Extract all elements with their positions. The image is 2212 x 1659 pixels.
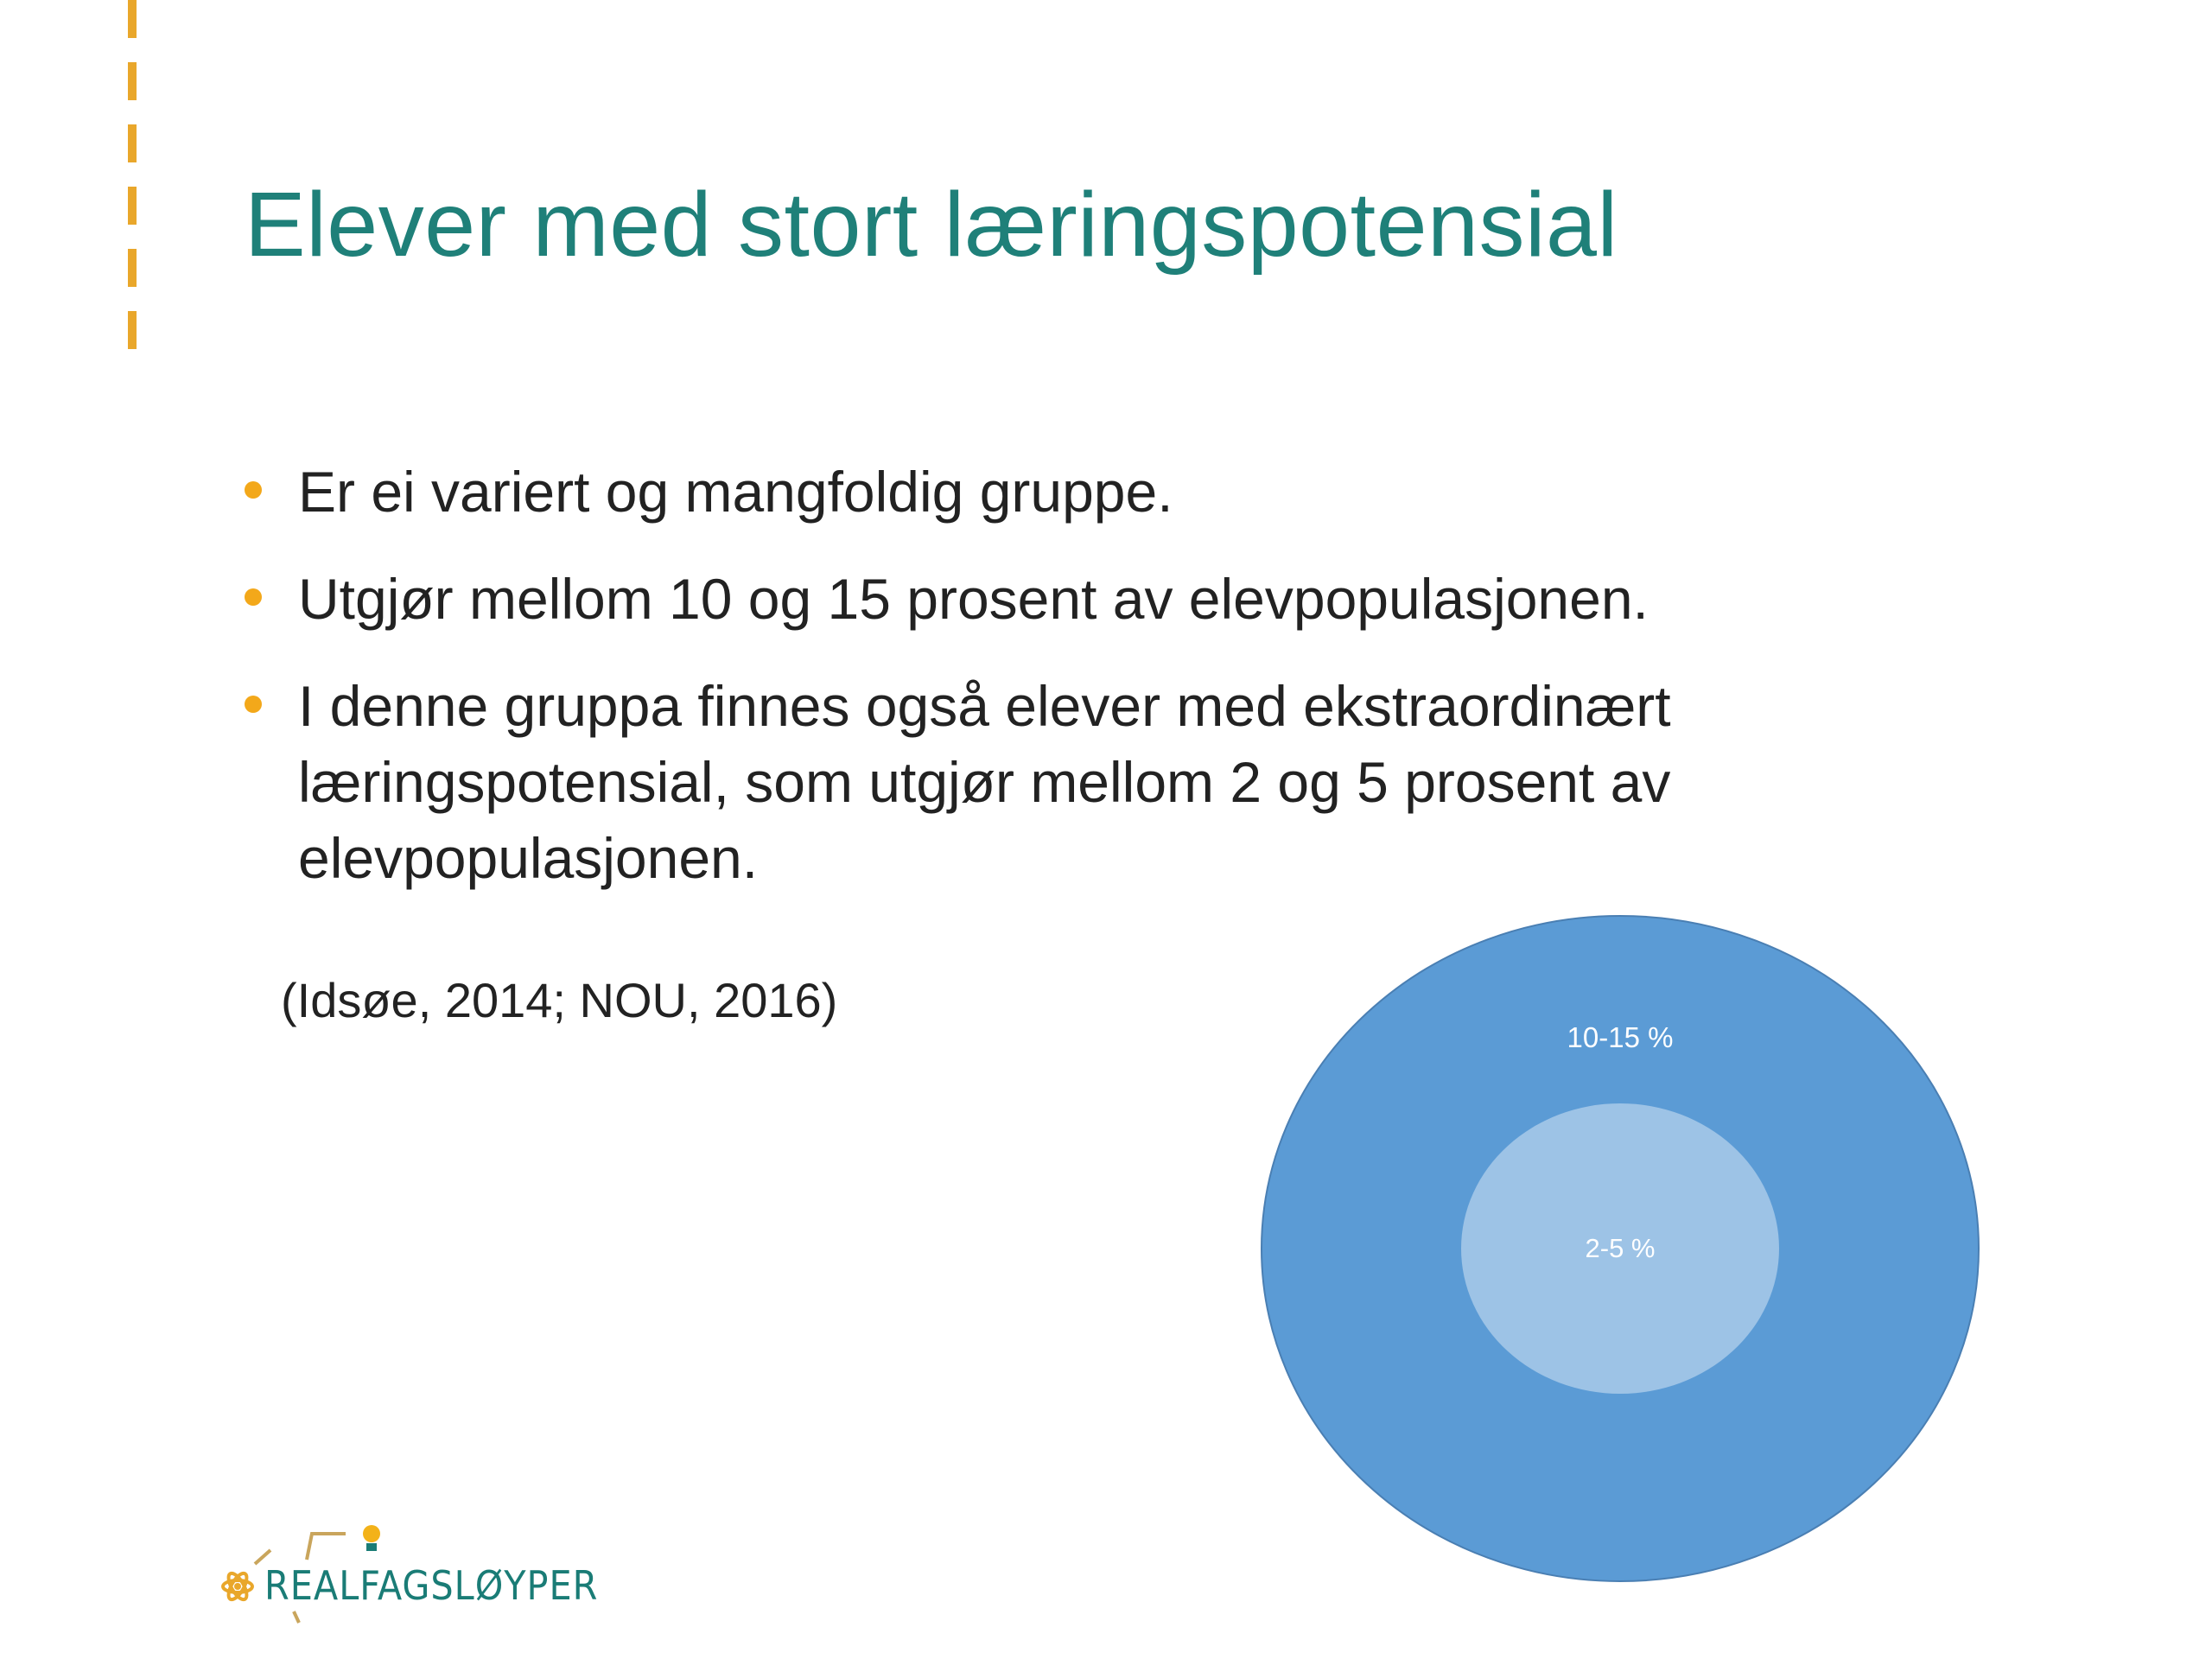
bullet-item: Er ei variert og mangfoldig gruppe. xyxy=(245,454,1929,530)
atom-icon xyxy=(221,1571,254,1602)
bullet-item: Utgjør mellom 10 og 15 prosent av elevpo… xyxy=(245,561,1929,637)
realfagsloyper-logo: REALFAGSLØYPER xyxy=(216,1512,597,1624)
nested-circle-diagram: 10-15 % 2-5 % xyxy=(1257,907,1983,1590)
bullet-text: I denne gruppa finnes også elever med ek… xyxy=(298,674,1671,890)
bullet-dot-icon xyxy=(245,588,262,606)
logo-graphic xyxy=(221,1525,380,1624)
accent-bar xyxy=(128,0,137,359)
bullet-list: Er ei variert og mangfoldig gruppe. Utgj… xyxy=(245,454,1929,927)
bullet-text: Er ei variert og mangfoldig gruppe. xyxy=(298,460,1173,524)
inner-circle xyxy=(1461,1103,1779,1394)
slide-title: Elever med stort læringspotensial xyxy=(245,174,1618,276)
outer-label: 10-15 % xyxy=(1567,1021,1674,1053)
inner-label: 2-5 % xyxy=(1586,1233,1656,1263)
bullet-dot-icon xyxy=(245,696,262,713)
bullet-item: I denne gruppa finnes også elever med ek… xyxy=(245,668,1929,896)
logo-text: REALFAGSLØYPER xyxy=(264,1562,599,1609)
bullet-text: Utgjør mellom 10 og 15 prosent av elevpo… xyxy=(298,567,1649,631)
bullet-dot-icon xyxy=(245,481,262,499)
citation: (Idsøe, 2014; NOU, 2016) xyxy=(281,973,838,1027)
